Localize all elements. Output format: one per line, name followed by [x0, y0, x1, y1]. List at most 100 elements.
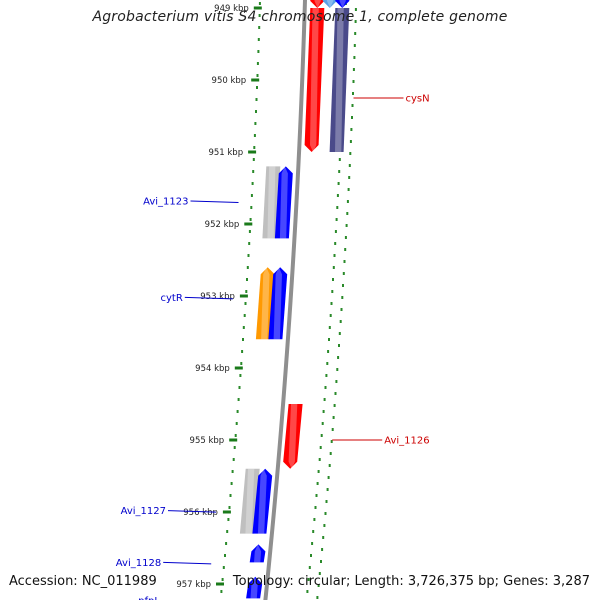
guide-dot — [346, 212, 349, 215]
guide-dot — [307, 578, 310, 581]
feature-highlight — [314, 0, 321, 8]
guide-dot — [314, 506, 317, 509]
guide-dot — [233, 446, 236, 449]
guide-dot — [349, 152, 352, 155]
guide-dot — [320, 560, 322, 563]
tick-mark — [253, 6, 262, 10]
guide-dot — [325, 500, 328, 503]
guide-dot — [255, 98, 258, 101]
guide-dot — [336, 206, 339, 209]
gene-label: Avi_1128 — [116, 558, 161, 569]
guide-dot — [352, 68, 355, 71]
guide-dot — [323, 398, 326, 401]
guide-dot — [256, 86, 258, 89]
guide-dot — [256, 74, 259, 77]
tick-label: 957 kbp — [176, 580, 211, 590]
tick-label: 950 kbp — [212, 76, 247, 86]
tick-label: 952 kbp — [205, 220, 240, 230]
guide-dot — [321, 548, 324, 551]
guide-dot — [338, 344, 340, 347]
guide-dot — [249, 218, 252, 221]
guide-dot — [346, 200, 349, 203]
gene-label: cytR — [161, 293, 183, 304]
guide-dot — [248, 242, 251, 245]
guide-dot — [345, 224, 348, 227]
guide-dot — [334, 230, 337, 233]
guide-dot — [311, 542, 314, 545]
label-leader — [190, 200, 239, 203]
feature-highlight — [288, 404, 298, 469]
topology-summary: Topology: circular; Length: 3,726,375 bp… — [232, 574, 590, 589]
gene-labels: cysN Avi_1123 cytR Avi_1126 Avi_1127 Avi_1128… — [116, 94, 430, 600]
guide-dot — [234, 434, 237, 437]
label-leader — [163, 561, 212, 565]
guide-dot — [253, 134, 256, 137]
guide-dot — [248, 230, 251, 233]
guide-dot — [250, 206, 253, 209]
guide-dot — [333, 254, 336, 257]
guide-dot — [329, 452, 332, 455]
feature-cysN-red — [304, 8, 325, 152]
guide-dot — [237, 398, 240, 401]
feature-highlight — [273, 267, 282, 340]
guide-dot — [258, 26, 261, 29]
guide-dot — [238, 386, 241, 389]
guide-dot — [328, 326, 331, 329]
guide-dot — [321, 422, 324, 425]
tick-mark — [251, 78, 260, 82]
guide-dot — [330, 302, 333, 305]
guide-dot — [333, 404, 336, 407]
backbone-arc — [263, 0, 308, 600]
tick-label: 955 kbp — [190, 436, 225, 446]
guide-dot — [348, 164, 351, 167]
guide-dot — [352, 92, 354, 95]
guide-dot — [310, 554, 312, 557]
guide-dot — [245, 290, 248, 293]
guide-dot — [226, 530, 229, 533]
guide-dot — [243, 314, 246, 317]
guide-dot — [343, 260, 346, 263]
gene-label: cysN — [406, 94, 430, 105]
guide-dot — [316, 482, 319, 485]
feature-highlight — [327, 0, 334, 8]
gene-label: Avi_1123 — [143, 197, 188, 208]
tick-mark — [222, 510, 231, 514]
guide-dot — [316, 596, 319, 599]
guide-dot — [257, 38, 260, 41]
tick-label: 949 kbp — [214, 4, 249, 14]
guide-dot — [326, 362, 329, 365]
guide-dot — [241, 350, 244, 353]
label-leader — [184, 296, 233, 300]
guide-dot — [324, 512, 327, 515]
guide-dot — [332, 416, 335, 419]
guide-dot — [246, 278, 248, 281]
tick-label: 954 kbp — [195, 364, 230, 374]
feature-Avi_1128-blue — [249, 544, 266, 563]
guide-dot — [339, 320, 342, 323]
guide-dot — [315, 494, 318, 497]
guide-dot — [328, 338, 330, 341]
guide-dot — [318, 572, 321, 575]
guide-dot — [225, 542, 228, 545]
tick-mark — [248, 150, 257, 154]
guide-dot — [338, 170, 341, 173]
guide-dot — [252, 170, 255, 173]
gene-label: Avi_1126 — [384, 436, 429, 447]
guide-dot — [247, 254, 250, 257]
guide-dot — [242, 338, 244, 341]
guide-dot — [327, 350, 330, 353]
guide-dot — [318, 458, 321, 461]
guide-dot — [306, 590, 309, 593]
guide-dot — [331, 290, 334, 293]
guide-dot — [347, 188, 350, 191]
guide-dot — [342, 284, 344, 287]
guide-dot — [352, 80, 355, 83]
guide-dot — [334, 242, 337, 245]
guide-dot — [338, 332, 341, 335]
guide-dot — [354, 32, 357, 35]
gene-label: pfpI — [138, 596, 157, 600]
guide-dot — [256, 62, 259, 65]
guide-dot — [348, 176, 351, 179]
guide-dot — [258, 2, 261, 5]
